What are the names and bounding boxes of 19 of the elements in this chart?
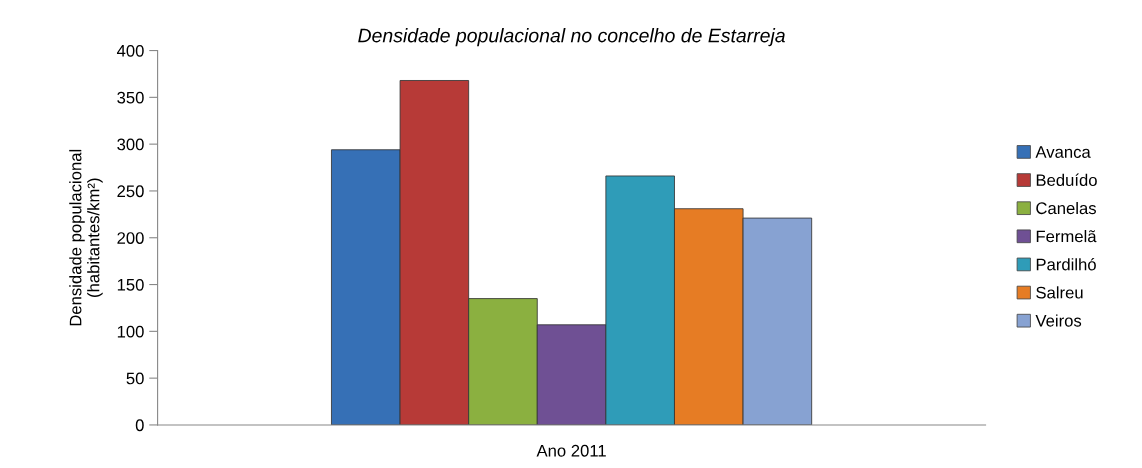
legend-label: Avanca bbox=[1035, 146, 1091, 158]
y-tick-label: 100 bbox=[117, 325, 144, 338]
legend-label: Canelas bbox=[1036, 201, 1096, 215]
y-tick-label: 0 bbox=[135, 419, 144, 432]
y-tick-label: 50 bbox=[126, 372, 144, 385]
chart-title: Densidade populacional no concelho de Estarreja bbox=[358, 28, 785, 47]
x-tick-label: Ano 2011 bbox=[536, 444, 606, 457]
y-tick-label: 150 bbox=[117, 278, 144, 291]
legend-label: Fermelã bbox=[1036, 230, 1097, 243]
legend-label: Pardilhó bbox=[1036, 257, 1096, 271]
legend-label: Veiros bbox=[1035, 314, 1082, 327]
y-tick-label: 200 bbox=[117, 232, 144, 244]
y-tick-label: 250 bbox=[117, 185, 144, 198]
y-tick-label: 300 bbox=[117, 138, 144, 151]
legend-label: Beduído bbox=[1036, 173, 1097, 187]
y-axis-title: Densidade populacional (habitantes/km²) bbox=[69, 149, 103, 326]
y-tick-label: 400 bbox=[116, 44, 144, 57]
legend-label: Salreu bbox=[1036, 286, 1083, 299]
y-tick-label: 350 bbox=[117, 91, 144, 104]
